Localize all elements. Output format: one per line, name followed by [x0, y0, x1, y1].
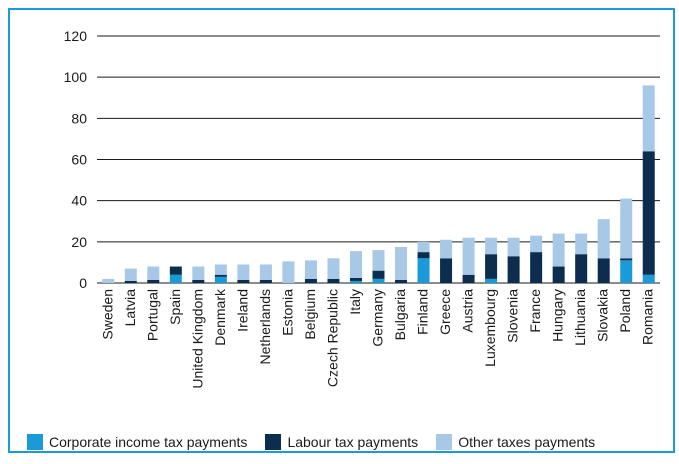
x-tick-label-romania: Romania [640, 289, 656, 345]
bar-greece-series-1 [440, 258, 453, 283]
legend-label-other: Other taxes payments [458, 434, 596, 450]
x-tick-label-belgium: Belgium [302, 289, 318, 340]
x-tick-label-hungary: Hungary [550, 289, 566, 342]
y-tick-label-40: 40 [71, 193, 87, 209]
bar-austria-series-1 [462, 274, 475, 283]
legend-label-labour: Labour tax payments [287, 434, 419, 450]
x-tick-label-united-kingdom: United Kingdom [189, 289, 205, 389]
bar-france-series-1 [530, 252, 543, 283]
x-tick-label-sweden: Sweden [99, 289, 115, 340]
bar-belgium-series-2 [304, 260, 317, 279]
bar-united-kingdom-series-2 [192, 266, 205, 280]
x-tick-label-greece: Greece [437, 289, 453, 335]
x-tick-label-italy: Italy [347, 289, 363, 315]
x-tick-label-lithuania: Lithuania [572, 289, 588, 346]
bar-luxembourg-series-2 [485, 237, 498, 255]
bar-latvia-series-2 [124, 268, 137, 281]
bar-italy-series-0 [349, 280, 362, 283]
x-tick-label-denmark: Denmark [212, 288, 228, 346]
x-tick-label-estonia: Estonia [279, 289, 295, 336]
x-tick-label-portugal: Portugal [144, 289, 160, 341]
bar-hungary-series-1 [552, 266, 565, 283]
bar-portugal-series-1 [147, 279, 160, 283]
bar-bulgaria-series-1 [395, 279, 408, 283]
y-tick-label-20: 20 [71, 234, 87, 250]
legend-item-other: Other taxes payments [436, 434, 595, 450]
legend-label-corporate: Corporate income tax payments [49, 434, 248, 450]
bar-romania-series-2 [642, 85, 655, 152]
bar-latvia-series-1 [124, 280, 137, 283]
x-tick-label-czech-republic: Czech Republic [324, 289, 340, 387]
bar-finland-series-2 [417, 241, 430, 253]
y-tick-label-100: 100 [64, 69, 88, 85]
bar-romania-series-1 [642, 151, 655, 275]
bar-luxembourg-series-0 [485, 278, 498, 283]
bar-czech-republic-series-2 [327, 258, 340, 279]
bar-slovenia-series-2 [507, 237, 520, 257]
x-tick-label-slovenia: Slovenia [505, 289, 521, 343]
bar-poland-series-0 [620, 260, 633, 283]
bar-denmark-series-0 [214, 276, 227, 283]
bar-slovakia-series-1 [597, 258, 610, 283]
y-tick-label-120: 120 [64, 28, 88, 44]
x-tick-label-spain: Spain [167, 289, 183, 325]
bar-denmark-series-2 [214, 264, 227, 275]
bar-spain-series-0 [169, 274, 182, 283]
bar-ireland-series-2 [237, 264, 250, 280]
bar-bulgaria-series-2 [395, 246, 408, 280]
bar-italy-series-2 [349, 251, 362, 278]
x-tick-label-luxembourg: Luxembourg [482, 289, 498, 367]
x-tick-label-ireland: Ireland [234, 289, 250, 332]
bar-finland-series-0 [417, 258, 430, 283]
bar-netherlands-series-2 [259, 264, 272, 280]
x-tick-label-latvia: Latvia [122, 289, 138, 327]
bar-czech-republic-series-1 [327, 278, 340, 283]
bar-germany-series-2 [372, 250, 385, 271]
x-tick-label-germany: Germany [370, 289, 386, 347]
legend-swatch-labour [265, 434, 282, 450]
x-tick-label-france: France [527, 289, 543, 333]
bar-poland-series-1 [620, 258, 633, 261]
bar-sweden-series-2 [102, 278, 115, 283]
x-tick-label-netherlands: Netherlands [257, 289, 273, 365]
bar-finland-series-1 [417, 252, 430, 259]
bar-estonia-series-2 [282, 261, 295, 283]
bar-lithuania-series-2 [575, 233, 588, 255]
x-tick-label-finland: Finland [415, 289, 431, 335]
bar-slovakia-series-2 [597, 219, 610, 259]
bar-portugal-series-2 [147, 266, 160, 280]
x-tick-label-slovakia: Slovakia [595, 289, 611, 342]
y-tick-label-60: 60 [71, 152, 87, 168]
legend-item-labour: Labour tax payments [265, 434, 418, 450]
legend-item-corporate: Corporate income tax payments [27, 434, 247, 450]
bar-netherlands-series-1 [259, 279, 272, 283]
bar-luxembourg-series-1 [485, 254, 498, 279]
chart-frame [8, 8, 675, 453]
bar-austria-series-2 [462, 237, 475, 275]
bar-ireland-series-1 [237, 279, 250, 283]
legend: Corporate income tax payments Labour tax… [27, 432, 613, 452]
bar-denmark-series-1 [214, 274, 227, 277]
legend-swatch-corporate [27, 434, 43, 450]
legend-swatch-other [436, 434, 453, 450]
y-tick-label-80: 80 [71, 110, 87, 126]
x-tick-label-austria: Austria [460, 289, 476, 333]
bar-romania-series-0 [642, 274, 655, 283]
bar-slovenia-series-1 [507, 256, 520, 283]
bar-united-kingdom-series-1 [192, 279, 205, 283]
bar-greece-series-2 [440, 239, 453, 259]
bar-spain-series-1 [169, 266, 182, 275]
bar-germany-series-1 [372, 270, 385, 279]
x-tick-label-bulgaria: Bulgaria [392, 289, 408, 341]
x-tick-label-poland: Poland [617, 289, 633, 333]
bar-italy-series-1 [349, 277, 362, 281]
bar-hungary-series-2 [552, 233, 565, 267]
bar-poland-series-2 [620, 198, 633, 259]
y-tick-label-0: 0 [79, 275, 87, 291]
bar-lithuania-series-1 [575, 254, 588, 283]
bar-germany-series-0 [372, 278, 385, 283]
bar-france-series-2 [530, 235, 543, 253]
bar-belgium-series-1 [304, 278, 317, 283]
